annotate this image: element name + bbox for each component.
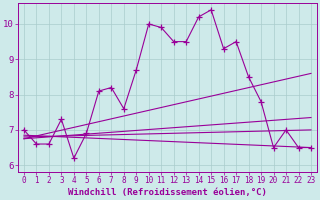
X-axis label: Windchill (Refroidissement éolien,°C): Windchill (Refroidissement éolien,°C) <box>68 188 267 197</box>
